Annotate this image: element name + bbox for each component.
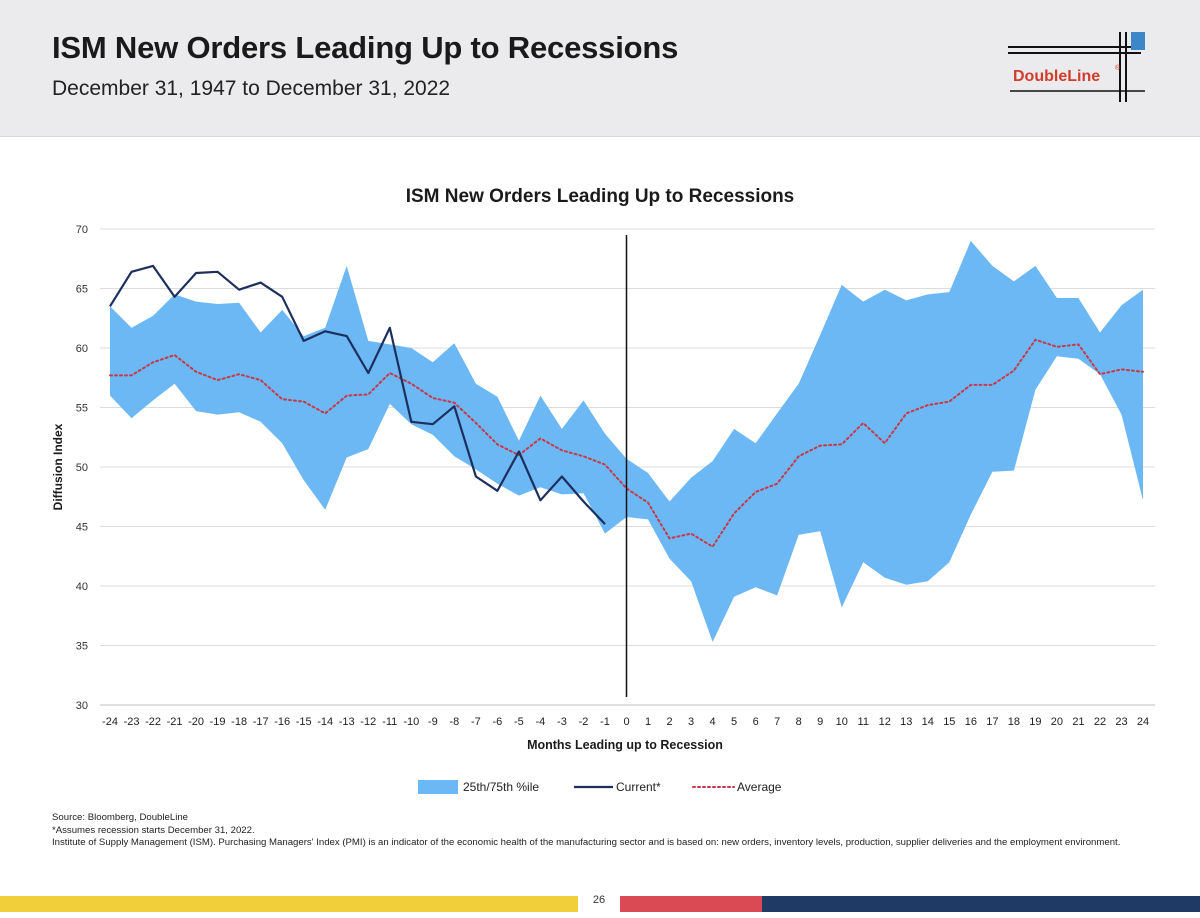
doubleline-logo: DoubleLine ® bbox=[1008, 32, 1145, 102]
x-tick-label--16: -16 bbox=[274, 716, 290, 728]
x-tick-label--11: -11 bbox=[382, 716, 397, 728]
x-tick-label--19: -19 bbox=[210, 716, 226, 728]
x-tick-label--14: -14 bbox=[317, 716, 333, 728]
y-tick-label-35: 35 bbox=[76, 641, 88, 653]
percentile-band bbox=[110, 240, 1143, 642]
x-tick-label-11: 11 bbox=[858, 716, 869, 728]
y-tick-label-40: 40 bbox=[76, 581, 88, 593]
footer-bar-red bbox=[620, 896, 762, 912]
x-tick-label--15: -15 bbox=[296, 716, 312, 728]
x-tick-label-6: 6 bbox=[753, 716, 759, 728]
x-tick-label-7: 7 bbox=[774, 716, 780, 728]
y-tick-label-45: 45 bbox=[76, 522, 88, 534]
x-tick-label--4: -4 bbox=[536, 716, 546, 728]
chart-legend: 25th/75th %ile Current* Average bbox=[418, 780, 782, 794]
x-tick-label-17: 17 bbox=[986, 716, 998, 728]
x-tick-label--18: -18 bbox=[231, 716, 247, 728]
x-tick-label-21: 21 bbox=[1072, 716, 1084, 728]
legend-label-current: Current* bbox=[616, 780, 661, 794]
legend-label-average: Average bbox=[737, 780, 782, 794]
y-axis-label: Diffusion Index bbox=[51, 423, 65, 510]
x-tick-label--22: -22 bbox=[145, 716, 161, 728]
footnotes: Source: Bloomberg, DoubleLine *Assumes r… bbox=[52, 812, 1152, 850]
x-tick-label--23: -23 bbox=[124, 716, 140, 728]
footer-bar-yellow bbox=[0, 896, 578, 912]
x-tick-label--2: -2 bbox=[579, 716, 589, 728]
y-tick-label-60: 60 bbox=[76, 343, 88, 355]
x-tick-label-3: 3 bbox=[688, 716, 694, 728]
x-tick-label--9: -9 bbox=[428, 716, 438, 728]
slide-title: ISM New Orders Leading Up to Recessions bbox=[52, 30, 679, 65]
slide-subtitle: December 31, 1947 to December 31, 2022 bbox=[52, 77, 451, 100]
x-axis-label: Months Leading up to Recession bbox=[527, 738, 723, 752]
x-tick-label-5: 5 bbox=[731, 716, 737, 728]
page-number: 26 bbox=[592, 894, 606, 906]
y-axis-ticks: 30 35 40 45 50 55 60 65 70 bbox=[76, 224, 88, 712]
x-tick-label--13: -13 bbox=[339, 716, 355, 728]
y-tick-label-65: 65 bbox=[76, 284, 88, 296]
x-axis-ticks: -24 -23 -22 -21 -20 -19 -18 -17 -16 -15 -14 -13 -12-… bbox=[102, 716, 1149, 728]
y-tick-label-50: 50 bbox=[76, 462, 88, 474]
x-tick-label-22: 22 bbox=[1094, 716, 1106, 728]
x-tick-label-4: 4 bbox=[710, 716, 716, 728]
x-tick-label--3: -3 bbox=[557, 716, 567, 728]
x-tick-label-18: 18 bbox=[1008, 716, 1020, 728]
y-tick-label-30: 30 bbox=[76, 700, 88, 712]
x-tick-label-16: 16 bbox=[965, 716, 977, 728]
x-tick-label-13: 13 bbox=[900, 716, 912, 728]
x-tick-label--12: -12 bbox=[360, 716, 376, 728]
ism-new-orders-chart: ISM New Orders Leading Up to Recessions … bbox=[51, 186, 1155, 794]
source-note: Source: Bloomberg, DoubleLine bbox=[52, 812, 188, 823]
x-tick-label-1: 1 bbox=[645, 716, 651, 728]
logo-blue-square bbox=[1131, 32, 1145, 50]
slide-header: ISM New Orders Leading Up to Recessions … bbox=[0, 0, 1200, 137]
x-tick-label--7: -7 bbox=[471, 716, 481, 728]
current-line bbox=[109, 264, 606, 525]
legend-label-band: 25th/75th %ile bbox=[463, 780, 539, 794]
x-tick-label--5: -5 bbox=[514, 716, 524, 728]
definition-note: Institute of Supply Management (ISM). Pu… bbox=[52, 837, 1121, 848]
x-tick-label-12: 12 bbox=[879, 716, 891, 728]
footer-bar-navy bbox=[762, 896, 1200, 912]
x-tick-label-9: 9 bbox=[817, 716, 823, 728]
x-tick-label--21: -21 bbox=[167, 716, 183, 728]
legend-band-swatch bbox=[418, 780, 458, 794]
x-tick-label-10: 10 bbox=[836, 716, 848, 728]
x-tick-label--10: -10 bbox=[403, 716, 419, 728]
x-tick-label--8: -8 bbox=[449, 716, 459, 728]
assumption-note: *Assumes recession starts December 31, 2… bbox=[52, 824, 255, 836]
x-tick-label--20: -20 bbox=[188, 716, 204, 728]
x-tick-label-23: 23 bbox=[1115, 716, 1127, 728]
x-tick-label-20: 20 bbox=[1051, 716, 1063, 728]
x-tick-label-15: 15 bbox=[943, 716, 955, 728]
x-tick-label--17: -17 bbox=[253, 716, 269, 728]
x-tick-label-0: 0 bbox=[623, 716, 629, 728]
y-tick-label-55: 55 bbox=[76, 403, 88, 415]
x-tick-label-2: 2 bbox=[666, 716, 672, 728]
chart-title: ISM New Orders Leading Up to Recessions bbox=[406, 186, 795, 207]
x-tick-label--6: -6 bbox=[492, 716, 502, 728]
chart-panel: ISM New Orders Leading Up to Recessions … bbox=[0, 137, 1200, 918]
y-tick-label-70: 70 bbox=[76, 224, 88, 236]
x-tick-label-19: 19 bbox=[1029, 716, 1041, 728]
logo-text: DoubleLine bbox=[1013, 68, 1100, 85]
x-tick-label-24: 24 bbox=[1137, 716, 1149, 728]
series-layer bbox=[109, 235, 1144, 697]
x-tick-label-14: 14 bbox=[922, 716, 934, 728]
x-tick-label--1: -1 bbox=[600, 716, 610, 728]
x-tick-label-8: 8 bbox=[796, 716, 802, 728]
logo-registered-mark: ® bbox=[1115, 64, 1121, 72]
x-tick-label--24: -24 bbox=[102, 716, 118, 728]
